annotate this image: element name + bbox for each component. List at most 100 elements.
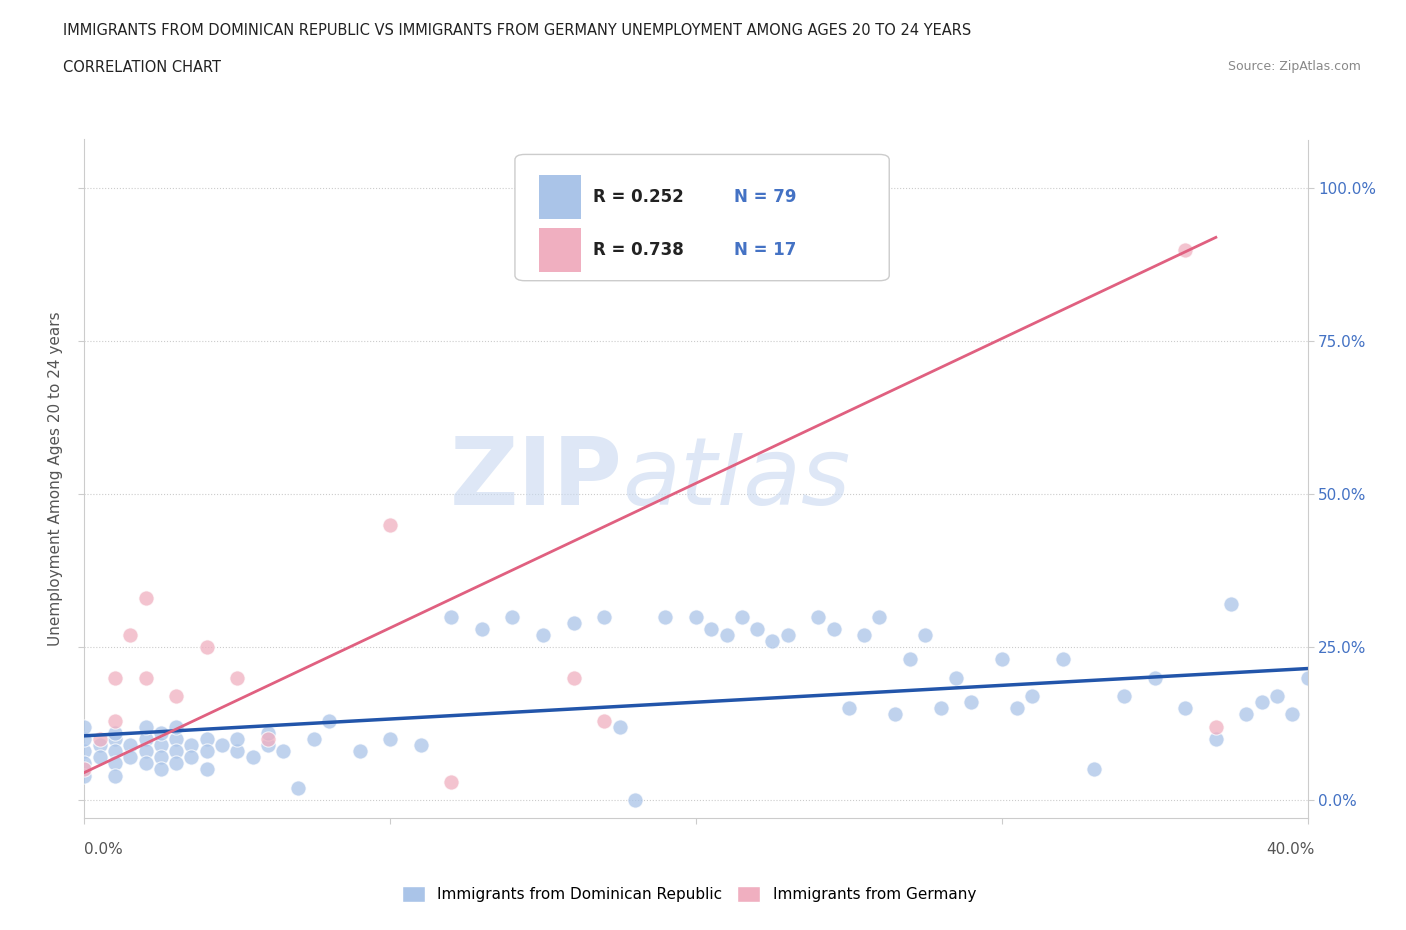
- Point: [1205, 719, 1227, 734]
- Point: [531, 628, 554, 643]
- Point: [761, 633, 783, 648]
- Point: [731, 609, 754, 624]
- Point: [1205, 732, 1227, 747]
- Point: [257, 737, 280, 752]
- Point: [853, 628, 876, 643]
- Bar: [540, 228, 581, 272]
- Point: [471, 621, 494, 636]
- Point: [257, 725, 280, 740]
- Point: [302, 732, 325, 747]
- Point: [898, 652, 921, 667]
- Point: [271, 744, 294, 759]
- Point: [257, 732, 280, 747]
- Point: [838, 701, 860, 716]
- Point: [349, 744, 371, 759]
- Point: [991, 652, 1014, 667]
- Point: [440, 609, 463, 624]
- Point: [1296, 671, 1319, 685]
- Point: [104, 756, 127, 771]
- Point: [104, 671, 127, 685]
- Point: [135, 671, 157, 685]
- Text: IMMIGRANTS FROM DOMINICAN REPUBLIC VS IMMIGRANTS FROM GERMANY UNEMPLOYMENT AMONG: IMMIGRANTS FROM DOMINICAN REPUBLIC VS IM…: [63, 23, 972, 38]
- Point: [149, 725, 172, 740]
- Point: [135, 732, 157, 747]
- Text: 40.0%: 40.0%: [1267, 842, 1315, 857]
- Point: [89, 750, 111, 764]
- Point: [242, 750, 264, 764]
- Point: [135, 756, 157, 771]
- Point: [104, 744, 127, 759]
- Point: [120, 750, 142, 764]
- Point: [120, 628, 142, 643]
- Point: [1174, 701, 1197, 716]
- Point: [562, 616, 585, 631]
- Point: [104, 732, 127, 747]
- Text: N = 17: N = 17: [734, 241, 796, 259]
- Point: [195, 640, 218, 655]
- Point: [195, 732, 218, 747]
- Point: [440, 775, 463, 790]
- Y-axis label: Unemployment Among Ages 20 to 24 years: Unemployment Among Ages 20 to 24 years: [48, 312, 63, 646]
- Point: [165, 744, 187, 759]
- Point: [89, 737, 111, 752]
- Point: [1174, 242, 1197, 257]
- Point: [409, 737, 432, 752]
- Point: [1220, 597, 1243, 612]
- Point: [135, 719, 157, 734]
- Point: [89, 732, 111, 747]
- Point: [593, 609, 616, 624]
- Point: [120, 737, 142, 752]
- Point: [104, 725, 127, 740]
- Point: [104, 768, 127, 783]
- Text: N = 79: N = 79: [734, 188, 796, 206]
- Point: [929, 701, 952, 716]
- Point: [135, 591, 157, 605]
- Point: [624, 792, 647, 807]
- Point: [165, 719, 187, 734]
- Point: [165, 756, 187, 771]
- Text: atlas: atlas: [623, 433, 851, 525]
- Point: [716, 628, 738, 643]
- Point: [1143, 671, 1166, 685]
- Point: [195, 762, 218, 777]
- Point: [562, 671, 585, 685]
- FancyBboxPatch shape: [515, 154, 889, 281]
- Text: R = 0.738: R = 0.738: [593, 241, 683, 259]
- Point: [1265, 688, 1288, 703]
- Point: [380, 732, 402, 747]
- Point: [104, 713, 127, 728]
- Point: [1250, 695, 1272, 710]
- Point: [73, 768, 96, 783]
- Point: [1021, 688, 1043, 703]
- Point: [823, 621, 845, 636]
- Point: [380, 517, 402, 532]
- Point: [883, 707, 905, 722]
- Point: [1114, 688, 1136, 703]
- Point: [180, 737, 202, 752]
- Point: [700, 621, 723, 636]
- Text: R = 0.252: R = 0.252: [593, 188, 683, 206]
- Point: [502, 609, 524, 624]
- Point: [1236, 707, 1258, 722]
- Point: [287, 780, 309, 795]
- Point: [226, 732, 249, 747]
- Point: [776, 628, 799, 643]
- Point: [73, 756, 96, 771]
- Point: [73, 732, 96, 747]
- Text: 0.0%: 0.0%: [84, 842, 124, 857]
- Point: [685, 609, 707, 624]
- Point: [1083, 762, 1105, 777]
- Text: CORRELATION CHART: CORRELATION CHART: [63, 60, 221, 75]
- Point: [318, 713, 340, 728]
- Point: [226, 744, 249, 759]
- Point: [747, 621, 769, 636]
- Point: [807, 609, 830, 624]
- Point: [1281, 707, 1303, 722]
- Point: [1005, 701, 1028, 716]
- Point: [914, 628, 936, 643]
- Point: [165, 732, 187, 747]
- Bar: [540, 175, 581, 219]
- Legend: Immigrants from Dominican Republic, Immigrants from Germany: Immigrants from Dominican Republic, Immi…: [396, 880, 981, 909]
- Point: [180, 750, 202, 764]
- Point: [609, 719, 631, 734]
